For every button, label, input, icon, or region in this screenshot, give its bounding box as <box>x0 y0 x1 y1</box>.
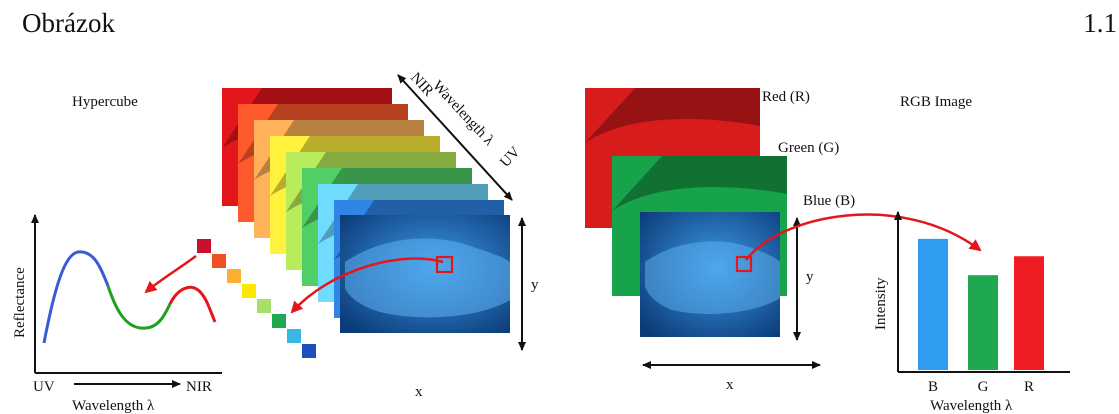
rgb-layer-shadow <box>612 156 787 211</box>
spectrum-nir-label: NIR <box>186 379 212 395</box>
spectral-pixel <box>197 239 211 253</box>
spectral-pixel <box>212 254 226 268</box>
intensity-xlabel: Wavelength λ <box>930 398 1013 414</box>
figure-number: 1.1 <box>1083 8 1117 38</box>
rgb-title: RGB Image <box>900 94 972 110</box>
rgb-pixel-marker <box>735 255 753 273</box>
green-channel-label: Green (G) <box>778 140 839 156</box>
spectrum-curve-red <box>168 285 217 323</box>
pixel-to-spectrum-arrow <box>290 257 444 314</box>
spectral-pixel <box>272 314 286 328</box>
spectral-pixel <box>242 284 256 298</box>
spectral-pixel <box>257 299 271 313</box>
hypercube-x-label: x <box>415 384 423 400</box>
reflectance-ylabel: Reflectance <box>12 267 28 338</box>
spectral-pixel <box>302 344 316 358</box>
blue-channel-label: Blue (B) <box>803 193 855 209</box>
rgb-x-label: x <box>726 377 734 393</box>
rgb-y-label: y <box>806 269 814 285</box>
spectrum-curve-green <box>106 285 172 330</box>
intensity-bar-b <box>918 238 948 370</box>
spectrum-xlabel: Wavelength λ <box>72 398 155 414</box>
hypercube-uv-label: UV <box>497 144 524 171</box>
spectral-pixel <box>227 269 241 283</box>
hypercube-nir-label: NIR <box>407 70 436 100</box>
hypercube-title: Hypercube <box>72 94 138 110</box>
spectral-pixel <box>287 329 301 343</box>
spectral-pixel-column <box>197 239 316 358</box>
hypercube-front-image <box>340 215 510 333</box>
hypercube-pixel-marker <box>435 255 454 274</box>
spectrum-to-plot-arrow <box>144 254 197 294</box>
intensity-bar-g <box>968 275 998 370</box>
hypercube-y-label: y <box>531 277 539 293</box>
rgb-layer-shadow <box>585 88 760 143</box>
intensity-bar-r <box>1014 256 1044 370</box>
intensity-bar-label: G <box>978 379 989 395</box>
spectrum-uv-label: UV <box>33 379 55 395</box>
intensity-bar-label: R <box>1024 379 1034 395</box>
intensity-ylabel: Intensity <box>873 277 889 330</box>
intensity-bar-label: B <box>928 379 938 395</box>
figure-label: Obrázok <box>22 8 115 38</box>
wavelength-axis-line <box>397 74 513 201</box>
pixel-to-intensity-arrow <box>745 213 982 261</box>
rgb-front-image <box>640 212 780 337</box>
spectrum-curve-blue <box>42 250 110 344</box>
red-channel-label: Red (R) <box>762 89 810 105</box>
